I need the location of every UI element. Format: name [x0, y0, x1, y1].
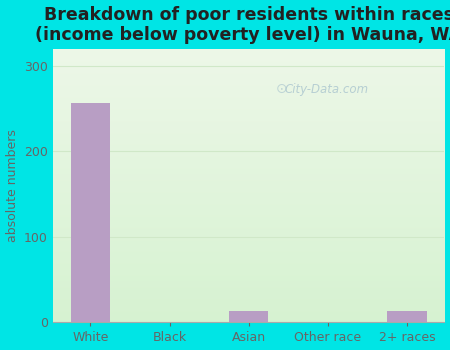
Bar [229, 311, 268, 322]
Text: City-Data.com: City-Data.com [285, 83, 369, 96]
Text: ⊙: ⊙ [276, 82, 288, 96]
Bar [387, 311, 427, 322]
Bar [71, 103, 110, 322]
Title: Breakdown of poor residents within races
(income below poverty level) in Wauna, : Breakdown of poor residents within races… [35, 6, 450, 44]
Y-axis label: absolute numbers: absolute numbers [5, 129, 18, 242]
